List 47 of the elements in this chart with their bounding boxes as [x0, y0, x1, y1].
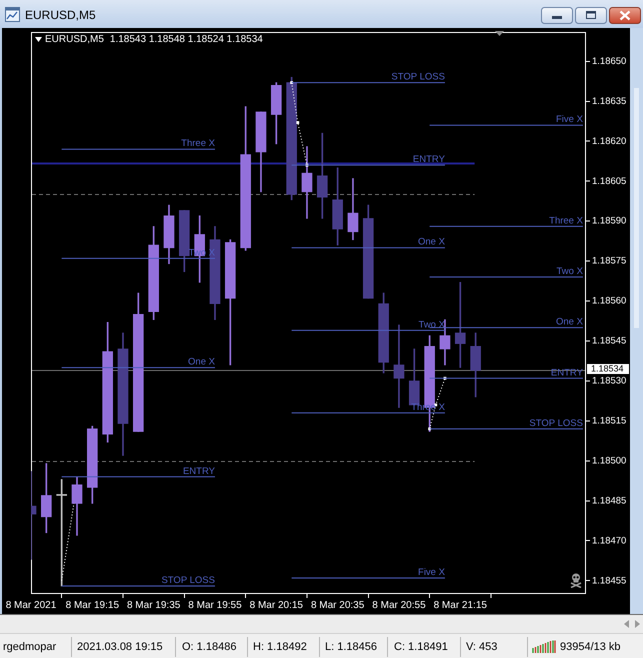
series-label: ENTRY	[412, 154, 446, 166]
y-tick-label: 1.18605	[592, 176, 626, 187]
text: O: 1.18486	[182, 641, 236, 654]
text: L: 1.18456	[325, 641, 377, 654]
y-tick-label: 1.18455	[592, 575, 626, 586]
text: rgedmopar	[3, 641, 56, 654]
series-label: One X	[188, 356, 216, 368]
series-label: One X	[556, 316, 584, 328]
text: 93954/13 kb	[560, 641, 621, 654]
chart-title: EURUSD,M5	[45, 34, 104, 45]
y-tick-label: 1.18635	[592, 96, 626, 107]
x-tick-label: 8 Mar 20:35	[310, 600, 365, 611]
x-tick-label: 8 Mar 19:15	[66, 600, 120, 611]
x-tick-label: 8 Mar 19:35	[126, 600, 181, 611]
series-label: STOP LOSS	[161, 575, 215, 586]
y-tick-label: 1.18545	[592, 336, 626, 347]
text: 2021.03.08 19:15	[77, 641, 163, 654]
series-label: Three X	[181, 138, 216, 150]
series-label: Five X	[556, 114, 584, 126]
text: C: 1.18491	[394, 641, 448, 654]
y-tick-label: 1.18500	[592, 455, 626, 466]
series-label: Three X	[549, 215, 584, 226]
x-tick-label: 8 Mar 21:15	[434, 600, 488, 611]
y-tick-label: 1.18650	[592, 56, 626, 67]
chart-subtitle: 1.18543 1.18548 1.18524 1.18534	[110, 34, 263, 45]
x-tick-label: 8 Mar 2021	[6, 600, 57, 611]
x-tick-label: 8 Mar 19:55	[188, 600, 242, 611]
y-tick-label: 1.18530	[592, 376, 626, 387]
ref-line-label: 1.18534	[591, 363, 624, 374]
chart-title: EURUSD,M5	[25, 8, 96, 22]
x-tick-label: 8 Mar 20:15	[250, 600, 304, 611]
x-tick-label: 8 Mar 20:55	[372, 600, 426, 611]
text: H: 1.18492	[253, 641, 307, 654]
series-label: STOP LOSS	[391, 72, 445, 83]
series-label: Five X	[418, 567, 446, 578]
y-tick-label: 1.18620	[592, 136, 626, 147]
text: V: 453	[466, 641, 498, 654]
series-label: One X	[418, 236, 446, 248]
series-label: Two X	[556, 266, 584, 278]
y-tick-label: 1.18470	[592, 535, 626, 546]
y-tick-label: 1.18485	[592, 495, 626, 506]
series-label: STOP LOSS	[529, 418, 583, 429]
y-tick-label: 1.18515	[592, 415, 626, 426]
y-tick-label: 1.18575	[592, 256, 626, 267]
y-tick-label: 1.18560	[592, 296, 626, 307]
series-label: ENTRY	[182, 466, 216, 477]
y-tick-label: 1.18590	[592, 216, 626, 227]
